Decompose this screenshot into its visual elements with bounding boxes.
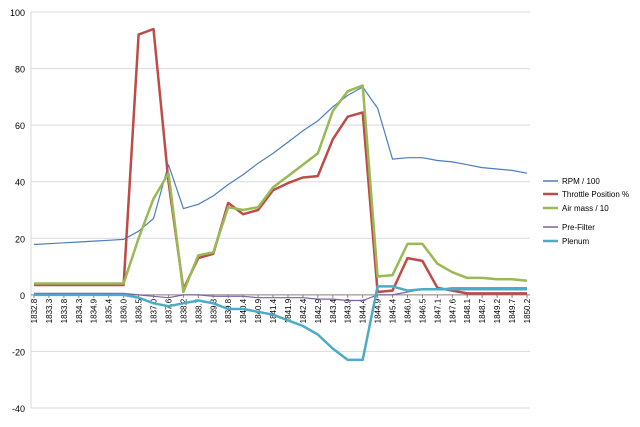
x-tick-label: 1833.3 <box>45 298 54 323</box>
y-tick-label: 80 <box>15 65 25 75</box>
legend: RPM / 100 Throttle Position % Air mass / 1… <box>543 177 629 246</box>
y-tick-label: 60 <box>15 121 25 131</box>
x-tick-label: 1843.9 <box>344 298 353 323</box>
x-tick-label: 1836.0 <box>120 298 129 323</box>
x-tick-label: 1840.4 <box>239 298 248 323</box>
y-tick-label: 40 <box>15 178 25 188</box>
x-tick-label: 1839.8 <box>224 298 233 323</box>
x-tick-label: 1841.4 <box>269 298 278 323</box>
x-tick-label: 1838.2 <box>179 298 188 323</box>
x-tick-label: 1842.4 <box>299 298 308 323</box>
legend-label: Pre-Filter <box>562 223 595 232</box>
x-tick-label: 1843.4 <box>329 298 338 323</box>
legend-label: Plenum <box>562 237 589 246</box>
x-tick-label: 1845.4 <box>389 298 398 323</box>
y-tick-label: -40 <box>12 404 25 414</box>
x-tick-label: 1844.9 <box>374 298 383 323</box>
x-tick-label: 1836.5 <box>135 298 144 323</box>
x-axis: 1832.8 1833.3 1833.8 1834.3 1834.9 1835.4 1836… <box>30 294 532 323</box>
x-tick-label: 1839.3 <box>209 298 218 323</box>
x-tick-label: 1838.7 <box>194 298 203 323</box>
legend-label: Air mass / 10 <box>562 204 609 213</box>
y-tick-label: 20 <box>15 234 25 244</box>
x-tick-label: 1850.2 <box>523 298 532 323</box>
y-tick-label: 100 <box>10 8 25 18</box>
x-tick-label: 1837.6 <box>164 298 173 323</box>
x-tick-label: 1837.0 <box>150 298 159 323</box>
x-tick-label: 1846.0 <box>403 298 412 323</box>
y-tick-label: 0 <box>20 291 25 301</box>
x-tick-label: 1834.9 <box>90 298 99 323</box>
x-tick-label: 1835.4 <box>105 298 114 323</box>
x-tick-label: 1841.9 <box>284 298 293 323</box>
x-tick-label: 1842.9 <box>314 298 323 323</box>
x-tick-label: 1846.5 <box>418 298 427 323</box>
legend-label: RPM / 100 <box>562 177 600 186</box>
y-axis: -40 -20 0 20 40 60 80 100 <box>10 8 25 414</box>
x-tick-label: 1844.4 <box>359 298 368 323</box>
legend-label: Throttle Position % <box>562 190 629 199</box>
x-tick-label: 1847.1 <box>433 298 442 323</box>
series-line-air-mass-10 <box>34 84 528 294</box>
x-tick-label: 1849.2 <box>493 298 502 323</box>
x-tick-label: 1848.1 <box>463 298 472 323</box>
series-line-rpm-100 <box>33 86 528 246</box>
x-tick-label: 1848.7 <box>478 298 487 323</box>
series-line-plenum <box>34 285 527 362</box>
x-tick-label: 1849.7 <box>508 298 517 323</box>
series-lines <box>33 27 528 362</box>
x-tick-label: 1832.8 <box>30 298 39 323</box>
x-tick-label: 1833.8 <box>60 298 69 323</box>
gridlines <box>30 11 530 409</box>
y-tick-label: -20 <box>12 347 25 357</box>
x-tick-label: 1847.6 <box>448 298 457 323</box>
x-tick-label: 1834.3 <box>75 298 84 323</box>
